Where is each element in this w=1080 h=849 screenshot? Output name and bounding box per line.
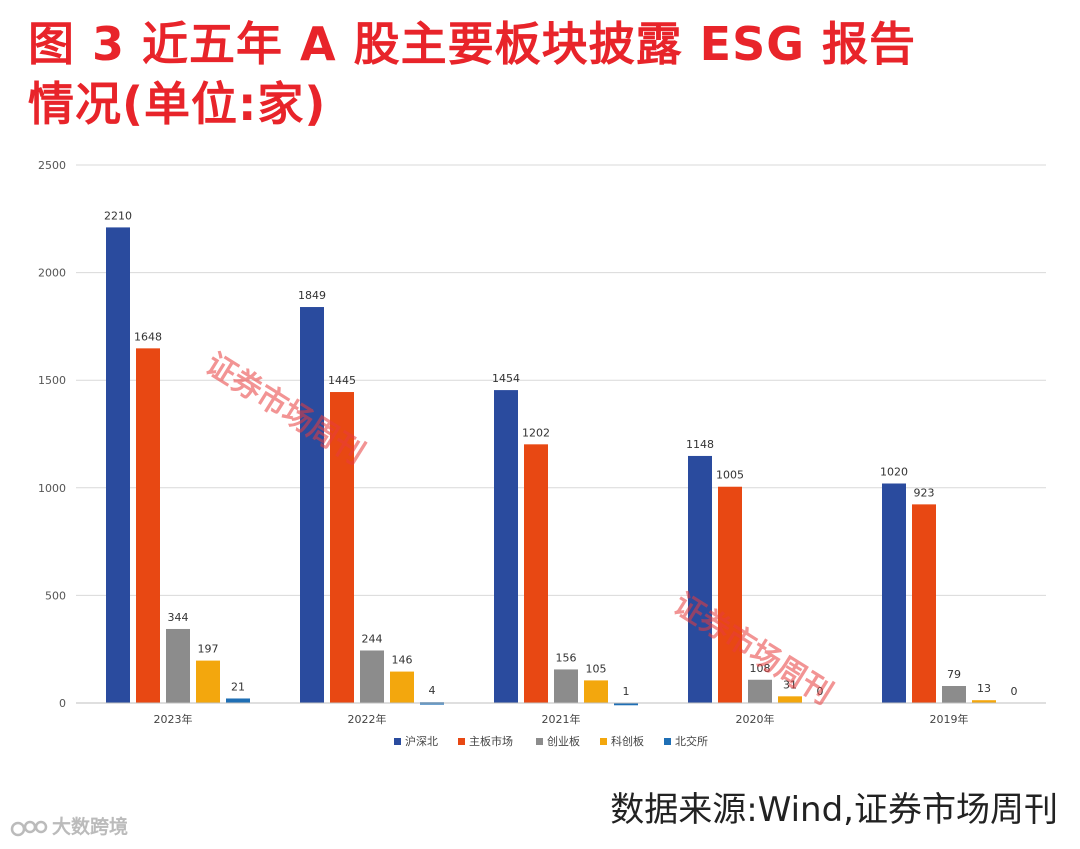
brand-name: 大数跨境 [52,816,129,838]
data-label-创业板-2023年: 344 [168,611,189,624]
legend-swatch-主板市场 [458,738,465,745]
data-label-主板市场-2019年: 923 [914,486,935,499]
y-tick-label-1500: 1500 [38,374,66,387]
bar-创业板-2022年 [360,650,384,703]
bar-主板市场-2021年 [524,444,548,703]
data-label-科创板-2021年: 105 [586,662,607,675]
source-note: 数据来源:Wind,证券市场周刊 [610,790,1058,830]
data-label-主板市场-2021年: 1202 [522,426,550,439]
legend-swatch-北交所 [664,738,671,745]
legend-label-沪深北: 沪深北 [405,734,438,748]
legend-label-主板市场: 主板市场 [469,734,513,748]
chart-title: 图 3 近五年 A 股主要板块披露 ESG 报告 情况(单位:家) [28,14,1068,134]
data-label-主板市场-2022年: 1445 [328,374,356,387]
data-label-科创板-2023年: 197 [198,643,219,656]
legend-label-北交所: 北交所 [675,734,708,748]
legend-label-创业板: 创业板 [547,734,580,748]
y-tick-label-500: 500 [45,589,66,602]
bar-沪深北-2021年 [494,390,518,703]
data-label-沪深北-2023年: 2210 [104,209,132,222]
bar-主板市场-2020年 [718,486,742,703]
bar-创业板-2023年 [166,628,190,703]
bar-科创板-2023年 [196,660,220,703]
bar-沪深北-2022年 [300,307,324,703]
data-label-创业板-2021年: 156 [556,651,577,664]
bar-创业板-2020年 [748,679,772,703]
x-tick-label-2023年: 2023年 [154,712,193,726]
y-tick-label-0: 0 [59,697,66,710]
bar-科创板-2019年 [972,700,996,703]
bar-创业板-2021年 [554,669,578,703]
chart-area: 0 500 1000 1500 2000 2500 2210 1648 344 197 21 2023… [26,145,1076,765]
bar-chart: 0 500 1000 1500 2000 2500 2210 1648 344 197 21 2023… [38,159,1046,748]
data-label-创业板-2019年: 79 [947,668,961,681]
bar-主板市场-2019年 [912,504,936,703]
bar-科创板-2021年 [584,680,608,703]
data-label-沪深北-2022年: 1849 [298,289,326,302]
bar-北交所-2023年 [226,698,250,703]
data-label-沪深北-2019年: 1020 [880,465,908,478]
bar-创业板-2019年 [942,685,966,703]
chart-title-line-2: 情况(单位:家) [28,77,327,131]
x-tick-label-2019年: 2019年 [930,712,969,726]
data-label-主板市场-2023年: 1648 [134,330,162,343]
legend-swatch-创业板 [536,738,543,745]
y-tick-label-2500: 2500 [38,159,66,172]
data-label-沪深北-2021年: 1454 [492,372,520,385]
bar-北交所-2021年 [614,702,638,706]
bar-主板市场-2023年 [136,348,160,703]
data-label-主板市场-2020年: 1005 [716,469,744,482]
data-label-北交所-2023年: 21 [231,680,245,693]
y-tick-label-1000: 1000 [38,482,66,495]
data-label-北交所-2020年: 0 [817,685,824,698]
chart-title-line-1: 图 3 近五年 A 股主要板块披露 ESG 报告 [28,17,917,71]
data-label-科创板-2020年: 31 [783,678,797,691]
brand-logo: 大数跨境 [10,812,128,839]
bar-沪深北-2023年 [106,227,130,703]
bar-科创板-2020年 [778,696,802,703]
data-label-北交所-2019年: 0 [1011,685,1018,698]
data-label-北交所-2021年: 1 [623,685,630,698]
data-label-科创板-2022年: 146 [392,654,413,667]
data-label-北交所-2022年: 4 [429,684,436,697]
legend-swatch-沪深北 [394,738,401,745]
bar-科创板-2022年 [390,671,414,703]
data-label-科创板-2019年: 13 [977,682,991,695]
bar-沪深北-2020年 [688,455,712,703]
legend-label-科创板: 科创板 [611,734,644,748]
data-label-创业板-2022年: 244 [362,632,383,645]
x-tick-label-2022年: 2022年 [348,712,387,726]
brand-logo-icon [10,820,48,836]
data-label-沪深北-2020年: 1148 [686,438,714,451]
bar-主板市场-2022年 [330,392,354,703]
x-tick-label-2020年: 2020年 [736,712,775,726]
x-tick-label-2021年: 2021年 [542,712,581,726]
legend-swatch-科创板 [600,738,607,745]
y-tick-label-2000: 2000 [38,267,66,280]
data-label-创业板-2020年: 108 [750,662,771,675]
bar-沪深北-2019年 [882,483,906,703]
